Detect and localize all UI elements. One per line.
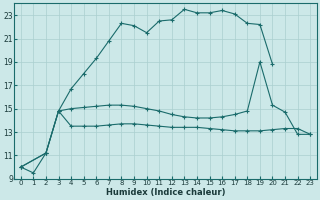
X-axis label: Humidex (Indice chaleur): Humidex (Indice chaleur): [106, 188, 225, 197]
